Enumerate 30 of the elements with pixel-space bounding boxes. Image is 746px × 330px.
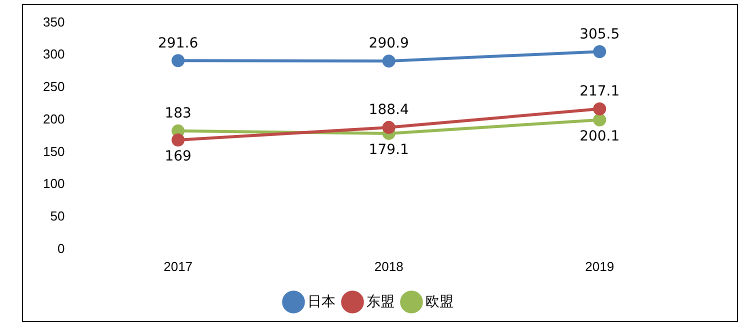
- data-label: 179.1: [368, 142, 409, 158]
- data-label: 290.9: [368, 36, 409, 52]
- data-label: 291.6: [158, 35, 198, 52]
- data-label: 305.5: [580, 26, 620, 42]
- y-tick-label: 250: [42, 79, 65, 94]
- point: [593, 102, 606, 116]
- point: [593, 113, 606, 126]
- data-label: 183: [164, 106, 192, 122]
- point: [382, 54, 396, 68]
- x-tick-label: 2019: [585, 258, 614, 274]
- data-label: 188.4: [368, 102, 409, 118]
- point: [382, 120, 396, 134]
- x-tick-label: 2017: [164, 258, 193, 274]
- y-tick-label: 150: [42, 144, 65, 159]
- legend-label: 东盟: [366, 292, 394, 309]
- data-label: 200.1: [580, 128, 620, 144]
- point: [172, 133, 185, 146]
- data-label: 169: [164, 148, 192, 165]
- y-tick-label: 300: [42, 46, 65, 62]
- y-tick-label: 350: [42, 14, 65, 30]
- point: [172, 54, 185, 68]
- y-tick-label: 0: [57, 240, 65, 256]
- legend-label: 欧盟: [426, 292, 454, 309]
- x-tick-label: 2018: [374, 258, 404, 274]
- y-tick-label: 100: [42, 176, 65, 192]
- data-label: 217.1: [580, 83, 620, 100]
- y-tick-label: 50: [50, 208, 65, 224]
- y-tick-label: 200: [42, 111, 65, 126]
- point: [593, 45, 606, 58]
- legend-label: 日本: [308, 292, 336, 309]
